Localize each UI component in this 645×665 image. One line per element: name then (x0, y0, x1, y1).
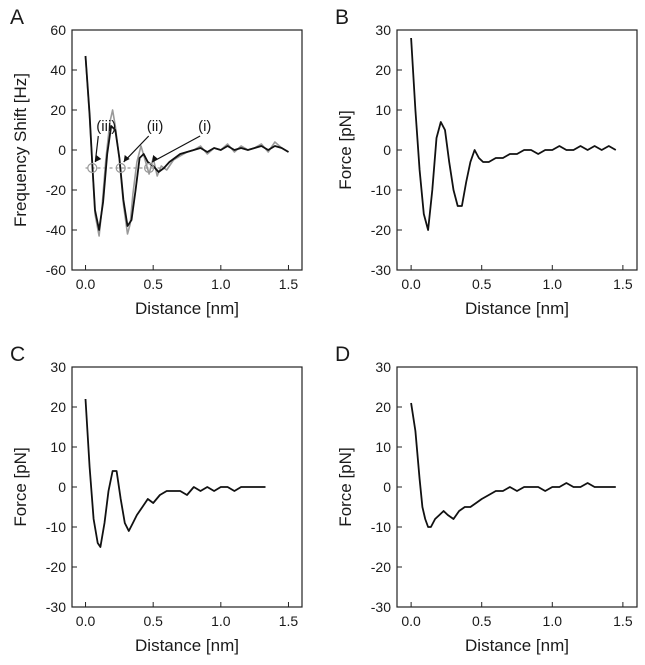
series-line-black (84, 55, 289, 231)
y-axis-label: Force [pN] (336, 110, 355, 189)
y-tick-label: 10 (50, 439, 66, 455)
x-tick-label: 1.5 (279, 613, 299, 629)
plot-frame (71, 366, 303, 608)
panel-letter: C (10, 343, 25, 366)
y-tick-label: 0 (58, 142, 66, 158)
x-axis-label: Distance [nm] (465, 636, 569, 655)
y-tick-label: -20 (46, 182, 66, 198)
panel-letter: A (10, 6, 24, 29)
arrow-head-icon (123, 155, 130, 162)
x-tick-label: 0.5 (143, 276, 163, 292)
x-tick-label: 0.5 (472, 613, 492, 629)
x-tick-label: 1.5 (279, 276, 299, 292)
y-tick-label: -30 (371, 262, 391, 278)
x-axis-label: Distance [nm] (465, 299, 569, 318)
x-tick-label: 1.5 (613, 276, 633, 292)
y-tick-label: 0 (383, 142, 391, 158)
panel-c: C 0.0 0.5 1.0 1.5 -30 -20 -10 0 10 20 30 Distance [n… (10, 343, 303, 655)
y-tick-label: 30 (375, 22, 391, 38)
y-tick-label: -30 (371, 599, 391, 615)
x-tick-label: 1.0 (211, 276, 231, 292)
y-tick-label: 10 (375, 439, 391, 455)
annotation-arrow (94, 135, 99, 163)
x-tick-label: 0.5 (472, 276, 492, 292)
annotation-marker (144, 162, 155, 174)
x-tick-label: 0.0 (76, 276, 96, 292)
arrow-head-icon (95, 155, 102, 162)
y-tick-label: 20 (375, 399, 391, 415)
annotation-label: (iii) (96, 118, 116, 135)
y-tick-label: 0 (58, 479, 66, 495)
x-tick-label: 1.0 (543, 613, 563, 629)
y-tick-label: 30 (50, 359, 66, 375)
x-tick-label: 0.5 (143, 613, 163, 629)
y-axis-label: Frequency Shift [Hz] (11, 73, 30, 227)
panel-a: A 0.0 0.5 1.0 1.5 -60 -40 -20 0 20 40 60 Distance [n… (10, 6, 303, 318)
y-tick-label: -40 (46, 222, 66, 238)
x-tick-label: 0.0 (401, 613, 421, 629)
y-axis-label: Force [pN] (336, 447, 355, 526)
x-tick-label: 0.0 (401, 276, 421, 292)
annotation-label: (i) (198, 118, 211, 135)
panel-d: D 0.0 0.5 1.0 1.5 -30 -20 -10 0 10 20 30 Distance [n… (335, 343, 638, 655)
series-line-gray (84, 55, 289, 237)
y-tick-label: 20 (50, 399, 66, 415)
x-tick-label: 0.0 (76, 613, 96, 629)
series-line-black (410, 37, 617, 231)
series-line-black (84, 398, 266, 548)
y-tick-label: 30 (375, 359, 391, 375)
panel-b: B 0.0 0.5 1.0 1.5 -30 -20 -10 0 10 20 30 Distance [n… (335, 6, 638, 318)
y-tick-label: 10 (375, 102, 391, 118)
x-tick-label: 1.0 (211, 613, 231, 629)
x-axis-label: Distance [nm] (135, 636, 239, 655)
y-tick-label: 20 (375, 62, 391, 78)
panel-letter: D (335, 343, 350, 366)
series-line-black (410, 402, 616, 528)
y-tick-label: 60 (50, 22, 66, 38)
y-tick-label: 0 (383, 479, 391, 495)
y-tick-label: -20 (371, 222, 391, 238)
y-axis-label: Force [pN] (11, 447, 30, 526)
y-tick-label: -10 (46, 519, 66, 535)
annotation-arrow (151, 135, 201, 163)
y-tick-label: -60 (46, 262, 66, 278)
annotation-marker (115, 162, 126, 174)
panel-letter: B (335, 6, 349, 29)
y-tick-label: -30 (46, 599, 66, 615)
y-tick-label: -20 (371, 559, 391, 575)
y-tick-label: 40 (50, 62, 66, 78)
x-axis-label: Distance [nm] (135, 299, 239, 318)
y-tick-label: -20 (46, 559, 66, 575)
y-tick-label: -10 (371, 182, 391, 198)
x-tick-label: 1.0 (543, 276, 563, 292)
x-tick-label: 1.5 (613, 613, 633, 629)
y-tick-label: -10 (371, 519, 391, 535)
arrow-head-icon (152, 155, 159, 162)
annotation-label: (ii) (147, 118, 164, 135)
y-tick-label: 20 (50, 102, 66, 118)
annotation-marker (87, 162, 98, 174)
